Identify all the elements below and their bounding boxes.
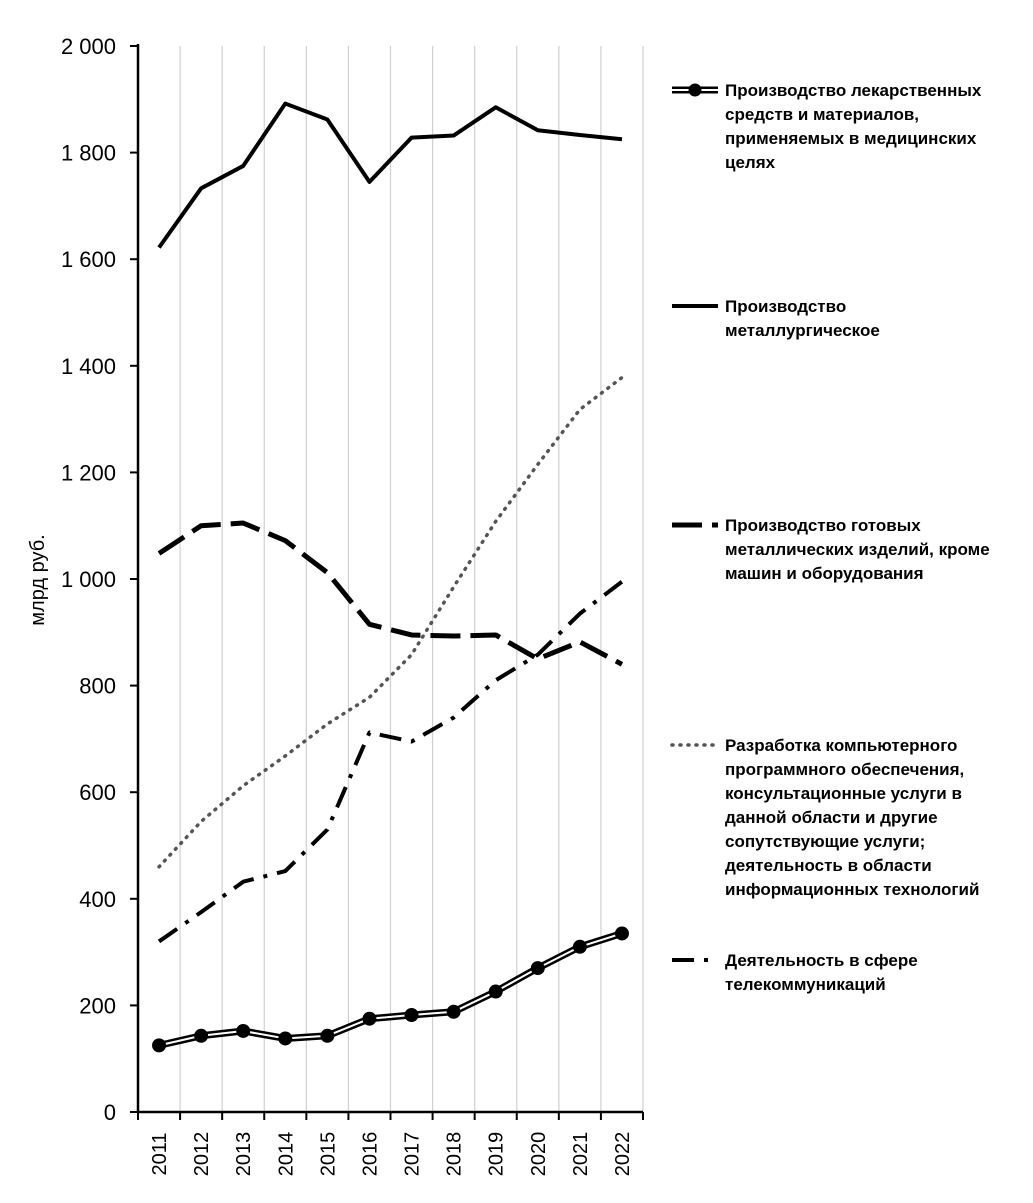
y-tick-label: 600 (79, 780, 116, 805)
grid-lines (179, 46, 644, 1112)
legend: Производство лекарственных средств и мате… (670, 81, 990, 994)
x-tick-label: 2014 (275, 1132, 297, 1177)
y-tick-label: 1 200 (61, 460, 116, 485)
y-tick-label: 400 (79, 887, 116, 912)
legend-label: информационных технологий (725, 880, 979, 899)
x-tick-label: 2019 (486, 1132, 508, 1177)
series-line (157, 520, 624, 667)
data-point (530, 961, 545, 976)
legend-label: средств и материалов, (725, 105, 919, 124)
legend-label: Производство готовых (725, 516, 921, 535)
series-4 (157, 580, 624, 944)
legend-label: программного обеспечения, (725, 760, 964, 779)
x-tick-label: 2020 (528, 1132, 550, 1177)
y-tick-label: 800 (79, 674, 116, 699)
x-tick-label: 2015 (317, 1132, 339, 1177)
legend-item-2: Производство готовых металлических издели… (672, 516, 990, 583)
series-line (157, 580, 624, 944)
x-tick-label: 2013 (233, 1132, 255, 1177)
legend-label: металлических изделий, кроме (725, 540, 990, 559)
data-point (404, 1007, 419, 1022)
y-axis-label: млрд руб. (27, 534, 49, 625)
y-tick-label: 200 (79, 993, 116, 1018)
legend-label: применяемых в медицинских (725, 129, 977, 148)
data-point (278, 1031, 293, 1046)
series-2 (157, 520, 624, 667)
series-1 (157, 101, 623, 249)
y-tick-label: 0 (104, 1100, 116, 1125)
y-tick-label: 1 600 (61, 247, 116, 272)
y-tick-label: 2 000 (61, 34, 116, 59)
data-point (362, 1011, 377, 1026)
data-point (236, 1023, 251, 1038)
data-point (194, 1028, 209, 1043)
y-tick-labels: 0 200 400 600 800 1 000 1 200 1 400 1 600 1 800 2 … (61, 34, 138, 1125)
legend-item-0: Производство лекарственных средств и мате… (672, 81, 982, 172)
legend-item-1: Производство металлургическое (672, 297, 880, 340)
legend-label: Деятельность в сфере (725, 951, 918, 970)
series-lines (152, 101, 629, 1053)
legend-item-4: Деятельность в сфере телекоммуникаций (672, 951, 918, 994)
legend-label: телекоммуникаций (725, 975, 886, 994)
y-tick-label: 1 000 (61, 567, 116, 592)
y-tick-label: 1 400 (61, 354, 116, 379)
legend-label: консультационные услуги в (725, 784, 962, 803)
series-line-inner (158, 932, 623, 1047)
series-0 (152, 926, 629, 1053)
legend-label: машин и оборудования (725, 564, 924, 583)
data-point (488, 984, 503, 999)
x-tick-label: 2018 (444, 1132, 466, 1177)
legend-marker (688, 83, 702, 97)
data-point (446, 1004, 461, 1019)
x-tick-label: 2022 (612, 1132, 634, 1177)
data-point (572, 939, 587, 954)
legend-label: деятельность в области (725, 856, 932, 875)
y-tick-label: 1 800 (61, 141, 116, 166)
x-tick-label: 2021 (570, 1132, 592, 1177)
legend-label: Разработка компьютерного (725, 736, 957, 755)
legend-label: целях (725, 153, 776, 172)
x-tick-labels: 2011 2012 2013 2014 2015 2016 2017 2018 2019 2020… (137, 1112, 644, 1177)
legend-label: металлургическое (725, 321, 880, 340)
legend-label: данной области и другие (725, 808, 938, 827)
legend-label: Производство (725, 297, 846, 316)
legend-item-3: Разработка компьютерного программного обе… (670, 736, 979, 899)
legend-label: сопутствующие услуги; (725, 832, 925, 851)
x-tick-label: 2016 (359, 1132, 381, 1177)
x-tick-label: 2017 (402, 1132, 424, 1177)
series-line (157, 101, 623, 249)
data-point (152, 1038, 167, 1053)
x-tick-label: 2011 (149, 1132, 171, 1175)
x-tick-label: 2012 (191, 1132, 213, 1177)
legend-label: Производство лекарственных (725, 81, 982, 100)
data-point (320, 1028, 335, 1043)
data-point (614, 926, 629, 941)
